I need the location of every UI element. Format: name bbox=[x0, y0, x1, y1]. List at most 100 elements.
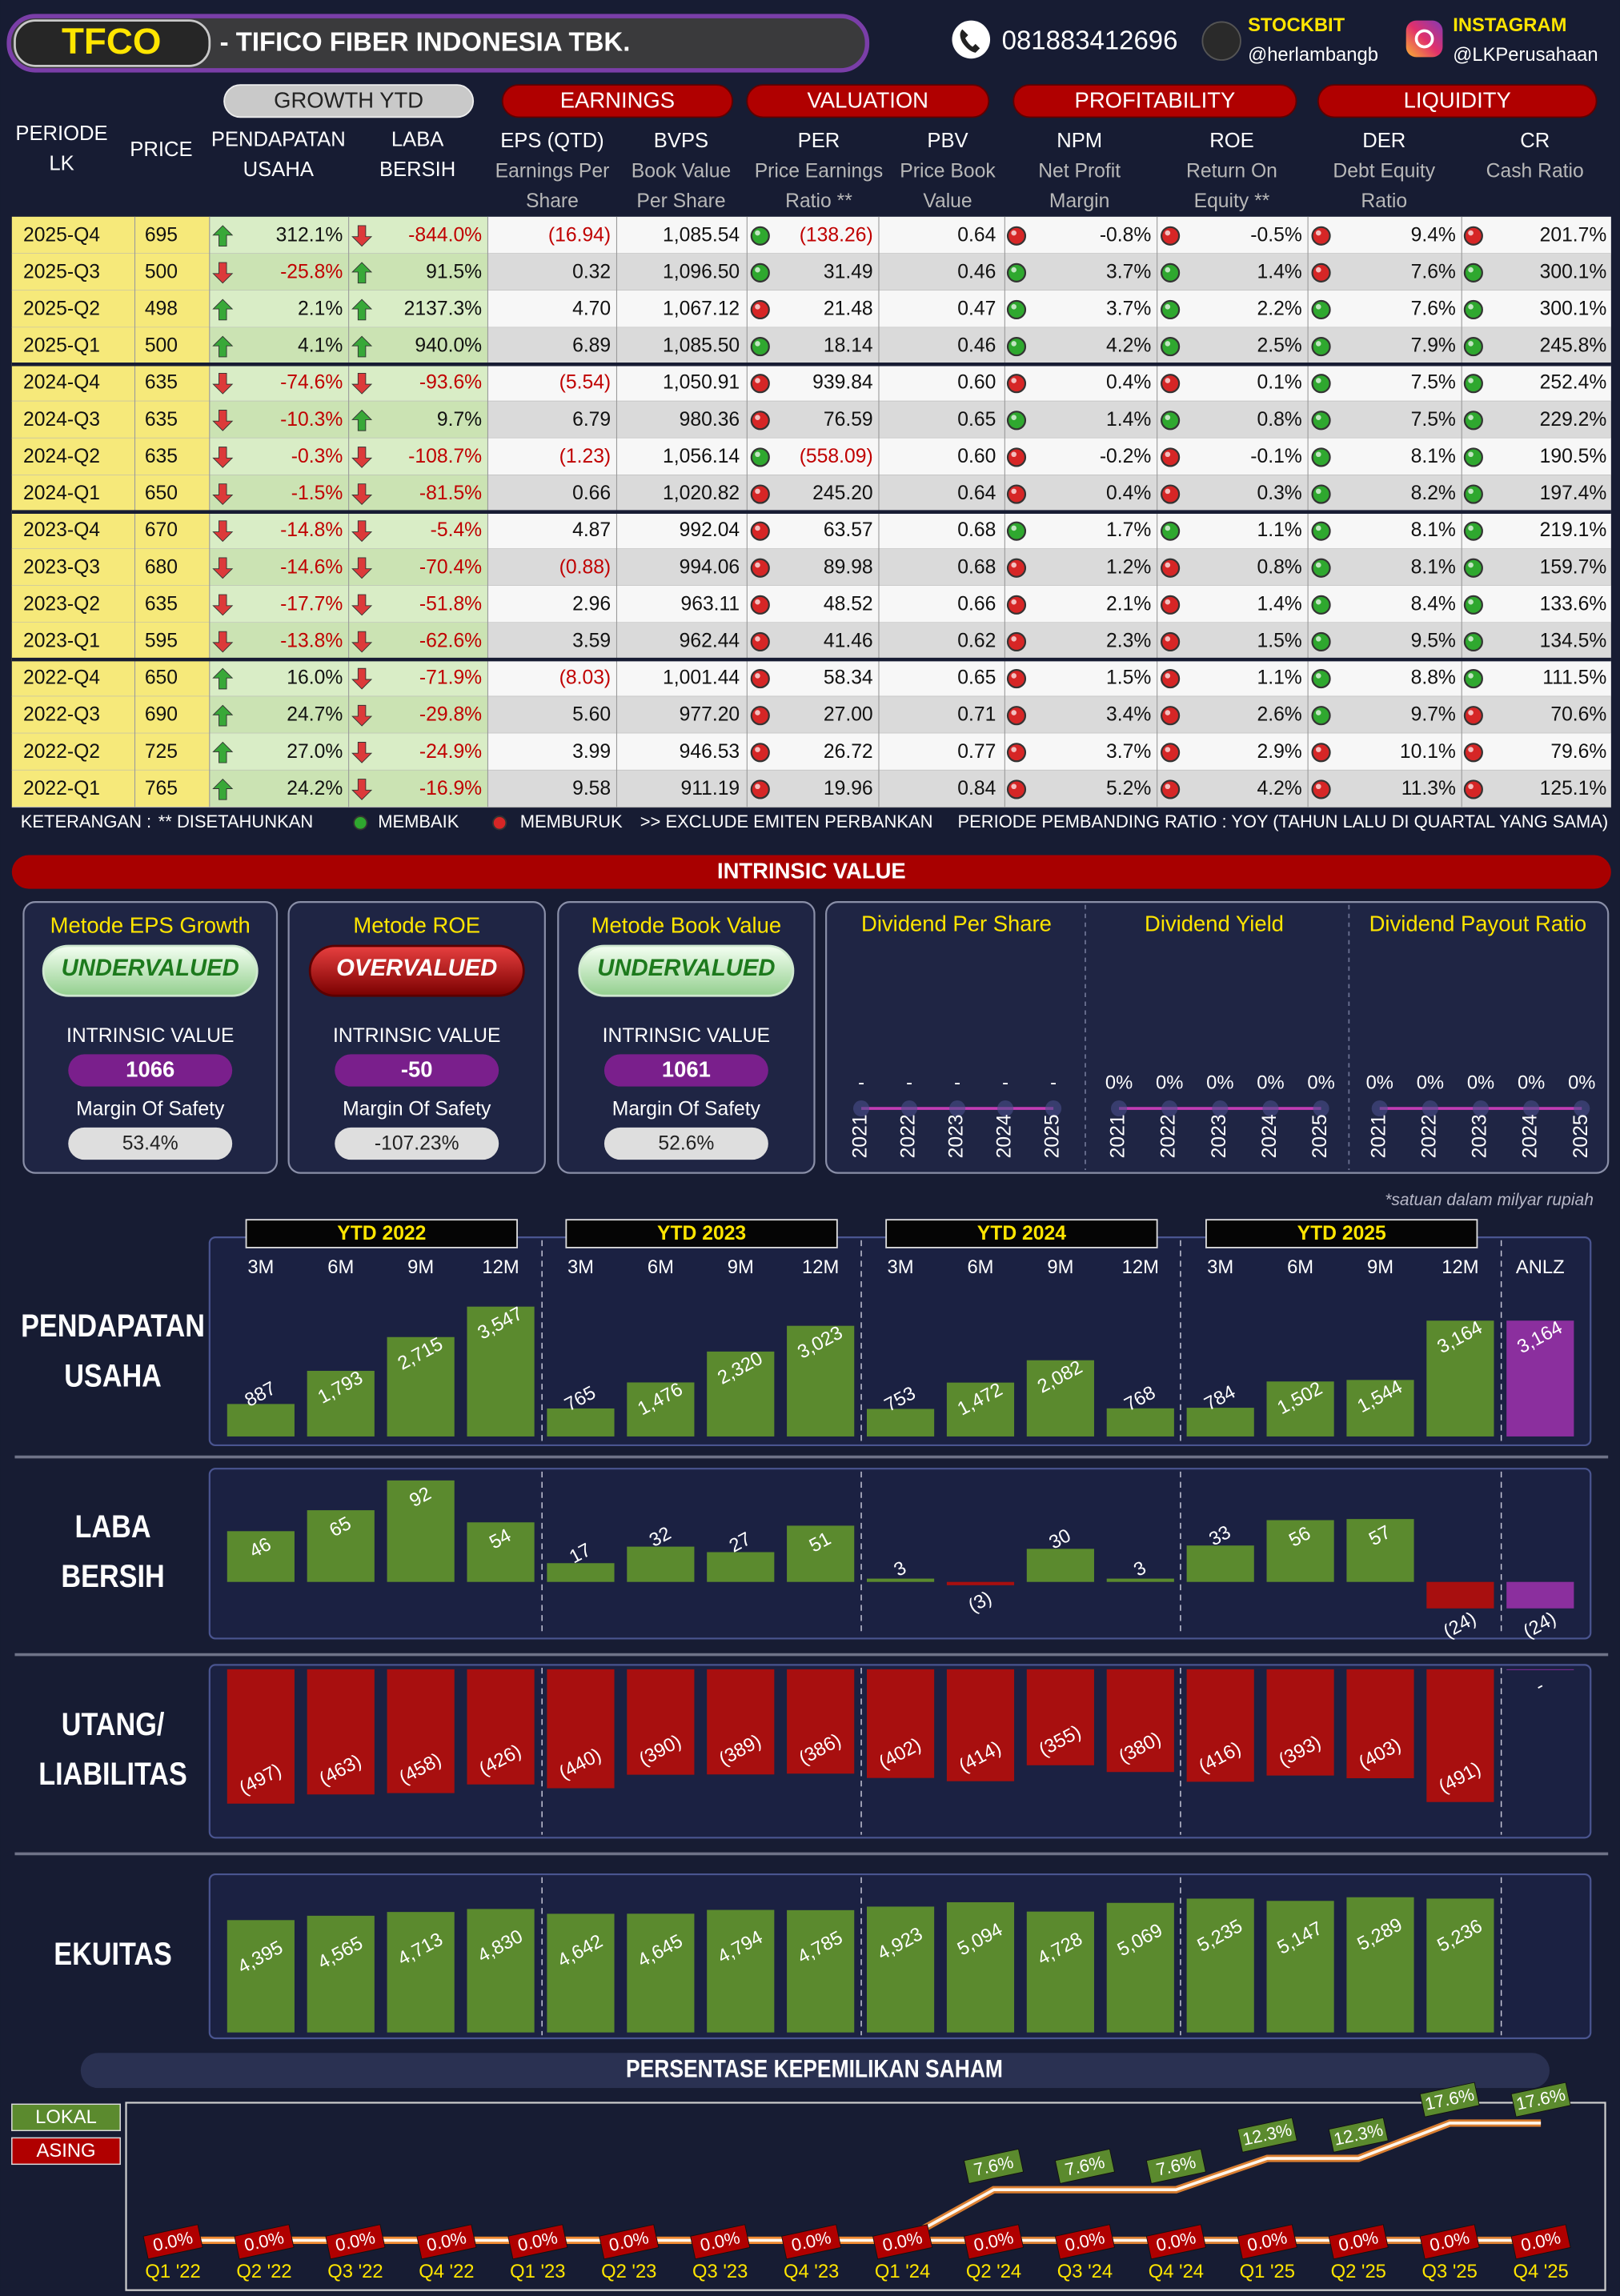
signal-dot-shine bbox=[755, 230, 760, 236]
chart-title: Dividend Per Share bbox=[861, 912, 1052, 936]
bar bbox=[1026, 1549, 1094, 1582]
trend-arrow bbox=[351, 594, 373, 616]
table-cell: -0.5% bbox=[1250, 224, 1302, 246]
signal-dot-shine bbox=[1011, 341, 1017, 347]
x-tick-label: 2022 bbox=[1158, 1114, 1180, 1158]
column-header: Ratio bbox=[1361, 190, 1407, 212]
x-tick-label: Q4 '23 bbox=[784, 2261, 839, 2282]
phone-icon bbox=[952, 20, 991, 59]
column-header: PBV bbox=[927, 130, 968, 152]
point bbox=[1523, 1100, 1540, 1117]
table-cell: 2023-Q1 bbox=[23, 630, 100, 651]
signal-dot bbox=[1463, 374, 1483, 394]
signal-dot bbox=[1311, 262, 1331, 282]
signal-dot bbox=[1463, 595, 1483, 615]
trend-arrow bbox=[351, 299, 373, 321]
point bbox=[1472, 1100, 1490, 1117]
table-cell: -62.6% bbox=[419, 630, 482, 651]
signal-dot-shine bbox=[755, 341, 760, 347]
table-cell: 0.71 bbox=[957, 704, 996, 726]
signal-dot bbox=[1161, 484, 1181, 504]
table-cell: 2025-Q1 bbox=[23, 335, 100, 357]
label-box bbox=[1145, 2148, 1206, 2185]
column-header: Cash Ratio bbox=[1486, 161, 1584, 182]
chart-title: Dividend Yield bbox=[1145, 912, 1284, 936]
table-cell: 994.06 bbox=[680, 556, 740, 578]
table-cell: 26.72 bbox=[824, 741, 873, 763]
column-header: EPS (QTD) bbox=[500, 130, 603, 152]
trend-arrow bbox=[351, 557, 373, 579]
legend-text: >> EXCLUDE EMITEN PERBANKAN bbox=[640, 811, 933, 831]
bar bbox=[1186, 1545, 1254, 1582]
table-cell: 1,085.50 bbox=[663, 335, 740, 357]
signal-dot-shine bbox=[1165, 599, 1171, 605]
x-tick-label: Q1 '22 bbox=[145, 2261, 200, 2282]
table-cell: 134.5% bbox=[1540, 630, 1607, 651]
row-title: USAHA bbox=[64, 1357, 162, 1393]
table-cell: 595 bbox=[145, 630, 178, 651]
x-tick-label: 2025 bbox=[1042, 1114, 1064, 1158]
x-tick-label: 2022 bbox=[1418, 1114, 1440, 1158]
cell-bg bbox=[11, 216, 210, 254]
cell-bg bbox=[11, 327, 210, 365]
legend-text: ** DISETAHUNKAN bbox=[158, 811, 313, 831]
table-cell: 4.70 bbox=[572, 299, 611, 320]
trend-arrow bbox=[212, 520, 234, 543]
signal-dot-shine bbox=[755, 599, 760, 605]
x-tick-label: 2021 bbox=[1368, 1114, 1389, 1158]
signal-dot-shine bbox=[1315, 710, 1321, 715]
bar bbox=[467, 1909, 535, 2033]
x-tick-label: Q1 '24 bbox=[875, 2261, 930, 2282]
signal-dot bbox=[1463, 706, 1483, 726]
signal-dot-shine bbox=[1315, 488, 1321, 495]
table-cell: -10.3% bbox=[280, 409, 343, 431]
x-tick-label: 9M bbox=[407, 1256, 434, 1278]
margin-label: Margin Of Safety bbox=[612, 1098, 761, 1120]
cell-bg bbox=[487, 659, 1611, 697]
signal-dot-shine bbox=[1468, 230, 1474, 236]
column-header: Earnings Per bbox=[495, 161, 610, 182]
table-cell: 0.68 bbox=[957, 519, 996, 541]
table-cell: 0.64 bbox=[957, 483, 996, 504]
table-cell: 2024-Q2 bbox=[23, 446, 100, 467]
signal-dot-shine bbox=[1468, 636, 1474, 642]
group-label: YTD 2023 bbox=[657, 1223, 746, 1244]
signal-dot bbox=[750, 668, 770, 689]
table-cell: 1,050.91 bbox=[663, 372, 740, 394]
table-cell: 500 bbox=[145, 261, 178, 282]
trend-arrow bbox=[212, 483, 234, 505]
group-box bbox=[565, 1219, 838, 1248]
point bbox=[1422, 1100, 1438, 1117]
cell-bg bbox=[487, 770, 1611, 807]
label-box bbox=[599, 2224, 660, 2260]
legend-label: ASING bbox=[37, 2140, 96, 2162]
cell-bg bbox=[11, 364, 210, 402]
table-cell: 2024-Q1 bbox=[23, 483, 100, 504]
row-title: PENDAPATAN bbox=[21, 1308, 205, 1344]
signal-dot bbox=[1311, 226, 1331, 246]
legend-text: PERIODE PEMBANDING RATIO : YOY (TAHUN LA… bbox=[958, 811, 1609, 831]
table-cell: 8.1% bbox=[1411, 556, 1456, 578]
instagram-handle: @LKPerusahaan bbox=[1453, 44, 1598, 66]
bar bbox=[1026, 1360, 1094, 1437]
table-cell: 1,001.44 bbox=[663, 667, 740, 689]
table-cell: 4.2% bbox=[1106, 335, 1151, 357]
trend-arrow bbox=[351, 704, 373, 727]
cell-bg bbox=[11, 291, 210, 328]
x-tick-label: Q2 '23 bbox=[601, 2261, 656, 2282]
signal-dot-shine bbox=[755, 747, 760, 752]
point bbox=[1161, 1100, 1178, 1117]
trend-arrow bbox=[351, 372, 373, 395]
table-cell: 1,096.50 bbox=[663, 261, 740, 282]
signal-dot bbox=[1161, 631, 1181, 652]
signal-dot bbox=[1006, 631, 1027, 652]
title-bar bbox=[80, 2053, 1550, 2089]
label-box bbox=[325, 2224, 386, 2260]
intrinsic-value: 1066 bbox=[126, 1057, 174, 1082]
data-label: 0% bbox=[1257, 1072, 1284, 1093]
label-box bbox=[416, 2224, 477, 2260]
signal-dot-shine bbox=[1165, 747, 1171, 752]
table-cell: 5.60 bbox=[572, 704, 611, 726]
signal-dot-shine bbox=[1165, 304, 1171, 310]
bar bbox=[946, 1901, 1015, 2033]
